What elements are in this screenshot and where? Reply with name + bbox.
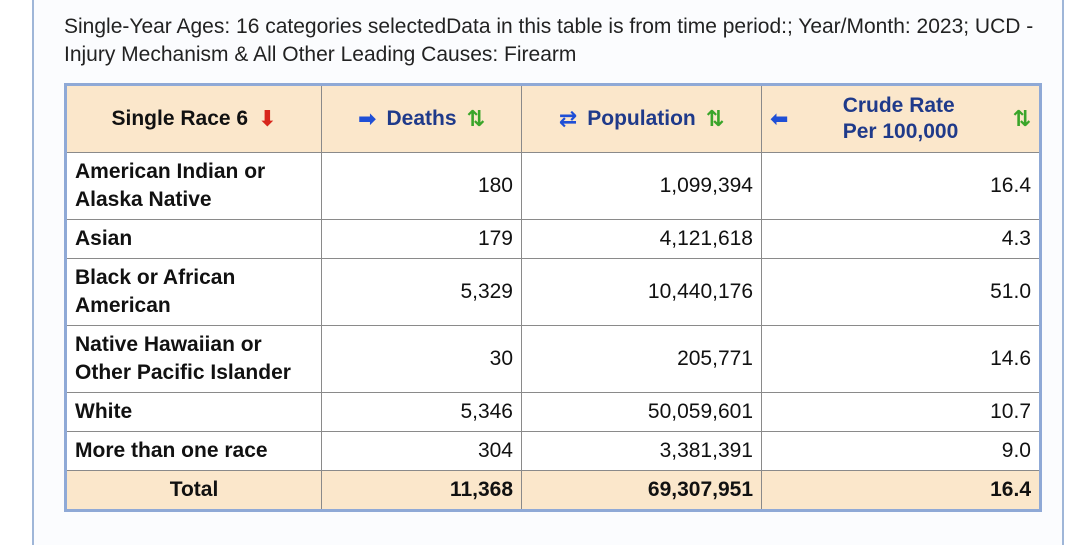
table-row: Black or African American 5,329 10,440,176… xyxy=(65,258,1041,326)
deaths-cell: 5,346 xyxy=(321,392,522,432)
header-rate-line1: Crude Rate xyxy=(842,94,955,117)
population-cell: 3,381,391 xyxy=(521,431,762,471)
header-crude-rate[interactable]: ⬅ Crude Rate Per 100,000 ⇅ xyxy=(761,84,1041,153)
table-row: American Indian or Alaska Native 180 1,099… xyxy=(65,152,1041,220)
total-row: Total 11,368 69,307,951 16.4 xyxy=(65,470,1041,511)
sort-icon[interactable]: ⇅ xyxy=(466,106,485,131)
header-deaths-label: Deaths xyxy=(386,107,457,130)
rate-cell: 51.0 xyxy=(761,258,1041,326)
race-cell: American Indian or Alaska Native xyxy=(65,152,322,220)
rate-cell: 10.7 xyxy=(761,392,1041,432)
table-row: Native Hawaiian or Other Pacific Islande… xyxy=(65,325,1041,393)
header-population-label: Population xyxy=(587,107,696,130)
race-cell: Native Hawaiian or Other Pacific Islande… xyxy=(65,325,322,393)
population-cell: 4,121,618 xyxy=(521,219,762,259)
move-right-icon[interactable]: ➡ xyxy=(358,106,377,131)
header-race-label: Single Race 6 xyxy=(111,107,249,130)
swap-icon[interactable]: ⇄ xyxy=(558,106,578,131)
deaths-cell: 30 xyxy=(321,325,522,393)
header-deaths[interactable]: ➡ Deaths ⇅ xyxy=(321,84,522,153)
deaths-cell: 5,329 xyxy=(321,258,522,326)
rate-cell: 14.6 xyxy=(761,325,1041,393)
header-race[interactable]: Single Race 6 ⬇ xyxy=(65,84,322,153)
results-table: Single Race 6 ⬇ ➡ Deaths ⇅ ⇄ Population ⇅ ⬅ Cr… xyxy=(64,83,1042,512)
deaths-cell: 304 xyxy=(321,431,522,471)
deaths-cell: 180 xyxy=(321,152,522,220)
move-left-icon[interactable]: ⬅ xyxy=(770,106,789,131)
table-row: White 5,346 50,059,601 10.7 xyxy=(65,392,1041,432)
rate-cell: 9.0 xyxy=(761,431,1041,471)
rate-cell: 16.4 xyxy=(761,152,1041,220)
race-cell: Black or African American xyxy=(65,258,322,326)
header-population[interactable]: ⇄ Population ⇅ xyxy=(521,84,762,153)
population-cell: 205,771 xyxy=(521,325,762,393)
table-caption: Single-Year Ages: 16 categories selected… xyxy=(64,15,1034,66)
total-label: Total xyxy=(65,470,322,511)
race-cell: White xyxy=(65,392,322,432)
deaths-cell: 179 xyxy=(321,219,522,259)
race-cell: More than one race xyxy=(65,431,322,471)
table-row: More than one race 304 3,381,391 9.0 xyxy=(65,431,1041,471)
sort-desc-icon[interactable]: ⬇ xyxy=(258,106,277,131)
table-row: Asian 179 4,121,618 4.3 xyxy=(65,219,1041,259)
population-cell: 1,099,394 xyxy=(521,152,762,220)
population-cell: 50,059,601 xyxy=(521,392,762,432)
population-cell: 10,440,176 xyxy=(521,258,762,326)
total-rate: 16.4 xyxy=(761,470,1041,511)
sort-icon[interactable]: ⇅ xyxy=(705,106,725,131)
header-rate-line2: Per 100,000 xyxy=(842,120,959,143)
total-population: 69,307,951 xyxy=(521,470,762,511)
total-deaths: 11,368 xyxy=(321,470,522,511)
rate-cell: 4.3 xyxy=(761,219,1041,259)
sort-icon[interactable]: ⇅ xyxy=(1012,106,1031,131)
race-cell: Asian xyxy=(65,219,322,259)
